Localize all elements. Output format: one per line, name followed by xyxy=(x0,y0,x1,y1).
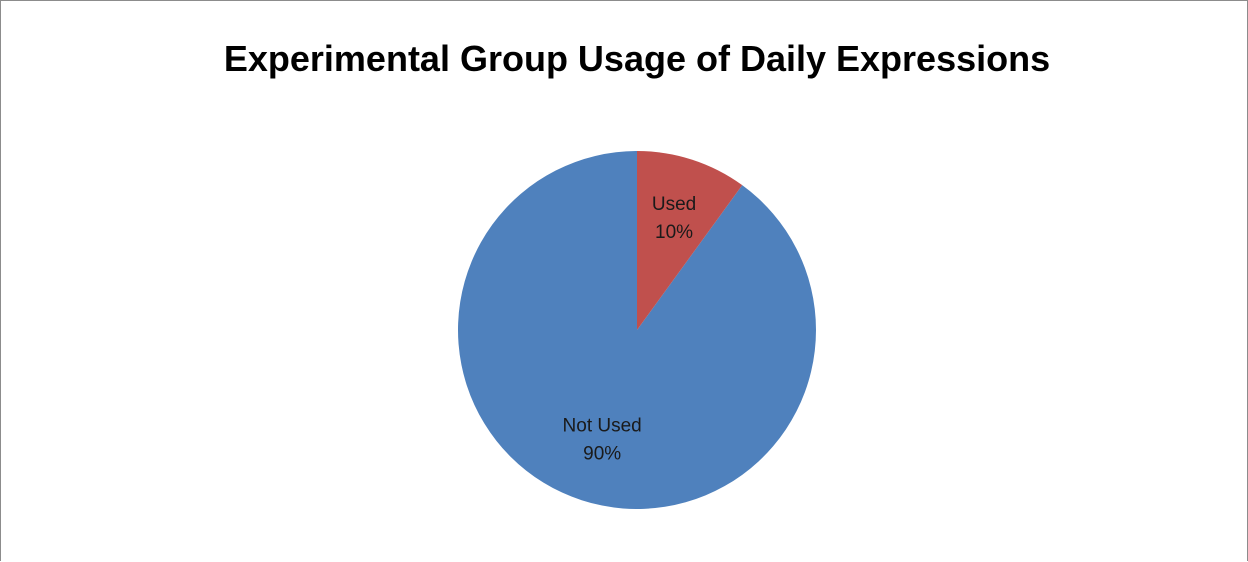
slice-category-label: Not Used xyxy=(563,415,642,436)
pie-slice-not-used xyxy=(457,151,816,509)
slice-label-not-used: Not Used 90% xyxy=(563,415,642,464)
slice-percent-label: 90% xyxy=(583,443,621,464)
slice-percent-label: 10% xyxy=(655,222,693,243)
slice-label-used: Used 10% xyxy=(652,194,696,243)
slice-category-label: Used xyxy=(652,194,696,215)
chart-title: Experimental Group Usage of Daily Expres… xyxy=(223,38,1051,79)
pie-slice-used xyxy=(637,151,743,330)
